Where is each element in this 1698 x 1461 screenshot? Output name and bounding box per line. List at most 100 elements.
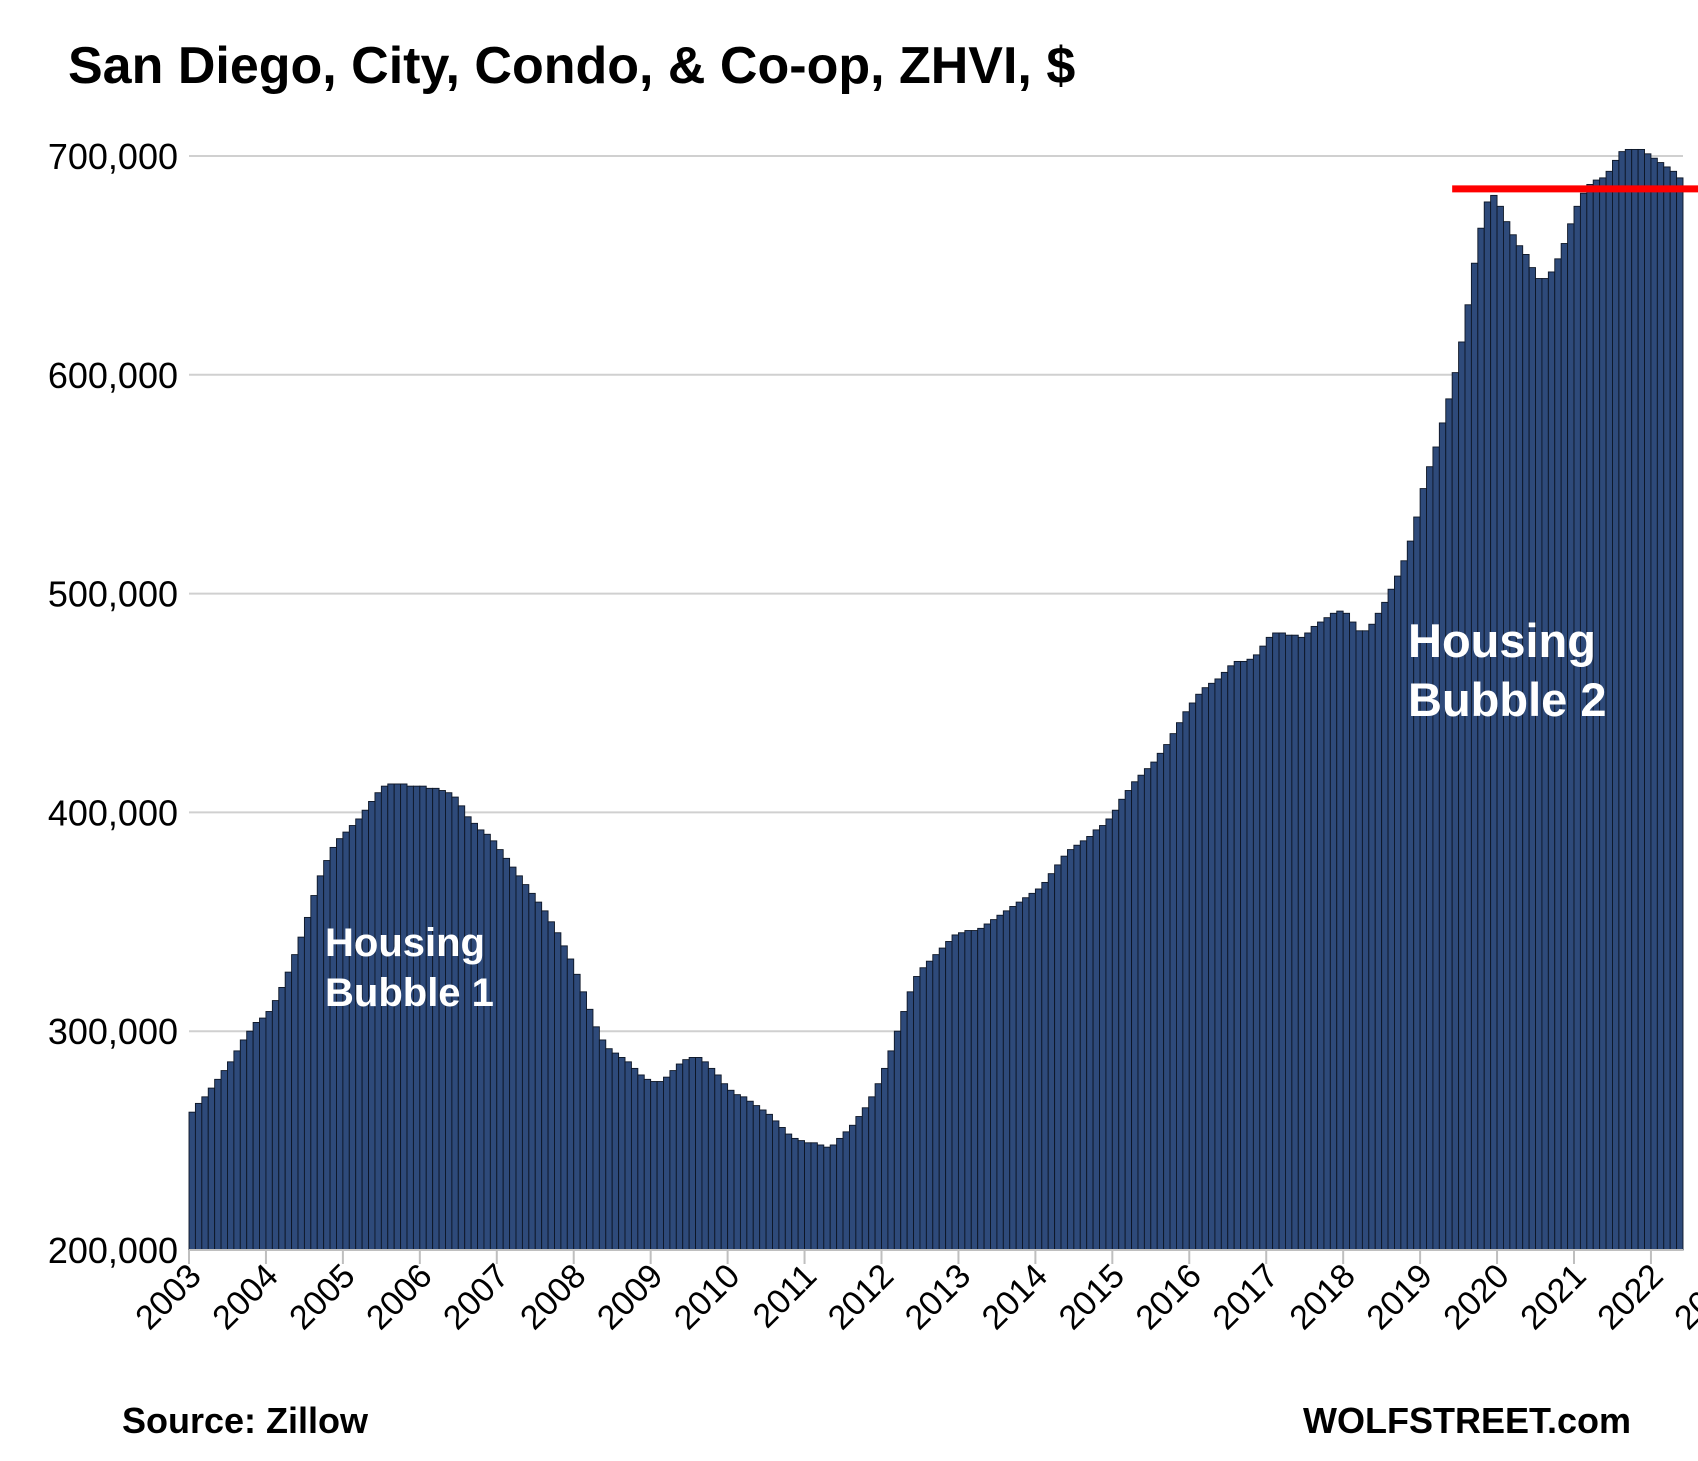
chart-title: San Diego, City, Condo, & Co-op, ZHVI, $ bbox=[68, 37, 1076, 95]
bar bbox=[1477, 227, 1485, 1251]
bar bbox=[733, 1094, 741, 1251]
bar bbox=[1175, 722, 1184, 1251]
bar bbox=[887, 1050, 895, 1251]
bar bbox=[1560, 243, 1569, 1251]
bar bbox=[637, 1074, 645, 1251]
bar bbox=[1099, 825, 1107, 1251]
bar bbox=[1163, 744, 1171, 1251]
bar bbox=[1624, 148, 1633, 1251]
bar bbox=[374, 792, 382, 1251]
bar bbox=[470, 822, 478, 1251]
bar bbox=[605, 1048, 613, 1251]
bar bbox=[1015, 901, 1024, 1251]
bar bbox=[1137, 774, 1145, 1251]
bar bbox=[1535, 278, 1543, 1251]
x-tick-label: 2020 bbox=[1436, 1257, 1516, 1337]
bar bbox=[579, 991, 587, 1251]
bar bbox=[643, 1078, 652, 1251]
bar bbox=[1009, 906, 1017, 1251]
bar bbox=[797, 1140, 806, 1251]
x-tick-label: 2009 bbox=[590, 1257, 670, 1337]
bar bbox=[1054, 864, 1062, 1251]
bar bbox=[1118, 798, 1126, 1251]
bar bbox=[759, 1109, 767, 1251]
x-tick-label: 2008 bbox=[513, 1257, 593, 1337]
bar bbox=[656, 1081, 664, 1251]
bar bbox=[990, 919, 998, 1251]
bar bbox=[1503, 221, 1511, 1251]
annotation-1-line-1: Housing bbox=[325, 921, 485, 965]
bar bbox=[1374, 612, 1383, 1251]
bar bbox=[201, 1096, 209, 1251]
bar bbox=[1028, 892, 1036, 1251]
bar bbox=[823, 1146, 831, 1251]
x-tick-label: 2011 bbox=[746, 1257, 825, 1336]
x-tick-label: 2004 bbox=[205, 1257, 285, 1337]
bar bbox=[1451, 372, 1460, 1251]
bar bbox=[1419, 488, 1427, 1251]
bar bbox=[938, 947, 947, 1251]
bar bbox=[739, 1096, 748, 1251]
bar bbox=[1066, 849, 1075, 1251]
bar bbox=[329, 846, 337, 1251]
bar bbox=[945, 941, 953, 1251]
bar bbox=[188, 1111, 196, 1251]
bar bbox=[669, 1070, 677, 1251]
bar bbox=[618, 1057, 626, 1251]
bar bbox=[438, 790, 446, 1251]
bar bbox=[913, 976, 921, 1251]
x-tick-label: 2012 bbox=[821, 1257, 901, 1337]
bar bbox=[1317, 621, 1325, 1251]
bar bbox=[701, 1061, 709, 1251]
bar bbox=[1349, 621, 1357, 1251]
bar bbox=[233, 1050, 241, 1251]
bar bbox=[1605, 170, 1613, 1251]
bar bbox=[1079, 840, 1088, 1251]
bar bbox=[239, 1039, 248, 1251]
bar bbox=[342, 831, 350, 1251]
bar bbox=[1663, 166, 1671, 1251]
bar bbox=[1047, 873, 1056, 1251]
bar bbox=[868, 1096, 876, 1251]
bar bbox=[419, 785, 427, 1251]
x-tick-label: 2022 bbox=[1590, 1257, 1670, 1337]
bar bbox=[919, 967, 927, 1251]
bar bbox=[1438, 422, 1447, 1251]
bar bbox=[227, 1061, 235, 1251]
bar bbox=[1041, 881, 1049, 1251]
bar bbox=[1400, 560, 1408, 1251]
bar bbox=[1387, 588, 1395, 1251]
bar bbox=[534, 901, 543, 1251]
bar bbox=[445, 792, 453, 1251]
x-tick-label: 2013 bbox=[898, 1257, 978, 1337]
bar bbox=[906, 991, 915, 1251]
bar bbox=[1631, 148, 1639, 1251]
bar bbox=[303, 916, 312, 1251]
bar bbox=[1278, 632, 1286, 1251]
bar bbox=[252, 1022, 260, 1251]
bar bbox=[1208, 682, 1216, 1251]
bar bbox=[784, 1133, 793, 1251]
y-tick-label: 300,000 bbox=[48, 1011, 178, 1052]
y-tick-label: 700,000 bbox=[48, 136, 178, 177]
bar bbox=[1156, 752, 1165, 1251]
bar bbox=[566, 958, 575, 1251]
bar bbox=[714, 1074, 722, 1251]
bar bbox=[1323, 617, 1331, 1251]
bar bbox=[291, 954, 299, 1251]
bar bbox=[1336, 610, 1344, 1251]
bar bbox=[1669, 170, 1678, 1251]
bar bbox=[1086, 836, 1094, 1251]
bar bbox=[406, 785, 414, 1251]
bar bbox=[1650, 157, 1658, 1251]
bar bbox=[1259, 645, 1267, 1251]
x-tick-label: 2018 bbox=[1282, 1257, 1362, 1337]
y-tick-label: 500,000 bbox=[48, 574, 178, 615]
bar bbox=[1522, 254, 1530, 1251]
bar bbox=[1022, 897, 1030, 1251]
bar bbox=[611, 1052, 620, 1251]
bar bbox=[682, 1059, 690, 1251]
bar bbox=[598, 1039, 607, 1251]
bar bbox=[278, 986, 286, 1251]
